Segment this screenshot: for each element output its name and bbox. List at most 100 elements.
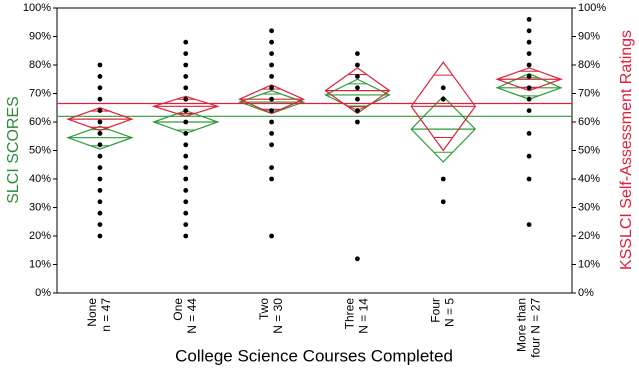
- y2-tick-label: 60%: [578, 116, 600, 128]
- data-point: [440, 176, 446, 182]
- data-point: [183, 222, 189, 228]
- y-tick-label: 100%: [23, 2, 51, 14]
- y2-tick-label: 90%: [578, 30, 600, 42]
- data-point: [269, 142, 274, 148]
- x-tick-label: N = 14: [357, 298, 371, 334]
- data-point: [183, 153, 189, 159]
- data-point: [526, 131, 532, 136]
- data-point: [355, 96, 360, 102]
- data-point: [97, 153, 103, 159]
- y2-tick-label: 100%: [578, 2, 606, 14]
- data-point: [183, 142, 189, 148]
- y-tick-label: 10%: [29, 258, 51, 270]
- data-point: [183, 176, 189, 182]
- data-point: [355, 62, 360, 68]
- data-point: [440, 85, 446, 91]
- data-point: [97, 233, 103, 239]
- data-point: [526, 222, 532, 228]
- data-point: [183, 96, 189, 102]
- y-tick-label: 50%: [29, 144, 51, 156]
- data-point: [269, 39, 274, 45]
- data-point: [440, 96, 446, 102]
- data-point: [526, 153, 532, 159]
- x-tick-label: Three: [343, 298, 357, 330]
- x-tick-label: Two: [257, 298, 271, 320]
- x-tick-label: More than: [514, 298, 528, 352]
- y2-tick-label: 50%: [578, 144, 600, 156]
- data-point: [97, 188, 103, 193]
- data-point: [269, 74, 274, 79]
- x-tick-label: N = 30: [271, 298, 285, 334]
- data-point: [355, 51, 360, 56]
- data-point: [269, 85, 274, 91]
- y2-axis-title: KSSLCI Self-Assessment Ratings: [618, 30, 635, 270]
- x-axis-title: College Science Courses Completed: [175, 346, 453, 365]
- y-tick-label: 30%: [29, 201, 51, 213]
- data-point: [355, 256, 360, 262]
- x-tick-label: N = 44: [185, 298, 199, 334]
- data-point: [97, 74, 103, 79]
- data-point: [269, 119, 274, 125]
- y2-tick-label: 20%: [578, 230, 600, 242]
- data-point: [526, 96, 532, 102]
- data-point: [526, 108, 532, 113]
- data-point: [269, 62, 274, 68]
- y-axis-title: SLCI SCORES: [5, 96, 22, 204]
- data-point: [183, 199, 189, 205]
- data-point: [526, 17, 532, 22]
- data-point: [355, 119, 360, 125]
- y-tick-label: 60%: [29, 116, 51, 128]
- data-point: [440, 199, 446, 205]
- x-tick-label: four N = 27: [528, 298, 542, 358]
- data-point: [97, 210, 103, 216]
- y-tick-label: 80%: [29, 59, 51, 71]
- data-point: [355, 108, 360, 113]
- data-point: [183, 85, 189, 91]
- data-point: [526, 28, 532, 34]
- data-point: [269, 165, 274, 171]
- data-point: [269, 96, 274, 102]
- data-point: [97, 222, 103, 228]
- x-tick-label: None: [85, 298, 99, 327]
- data-point: [183, 51, 189, 56]
- data-point: [97, 165, 103, 171]
- data-point: [526, 39, 532, 45]
- data-point: [97, 142, 103, 148]
- data-point: [526, 74, 532, 79]
- y-tick-label: 90%: [29, 30, 51, 42]
- y2-tick-label: 80%: [578, 59, 600, 71]
- data-point: [183, 188, 189, 193]
- data-point: [183, 108, 189, 113]
- data-point: [97, 176, 103, 182]
- data-point: [183, 131, 189, 136]
- data-point: [183, 233, 189, 239]
- data-point: [269, 176, 274, 182]
- y-tick-label: 20%: [29, 230, 51, 242]
- y2-tick-label: 30%: [578, 201, 600, 213]
- plot-frame: [56, 7, 573, 294]
- data-point: [97, 85, 103, 91]
- data-point: [183, 39, 189, 45]
- x-tick-label: n = 47: [99, 298, 113, 332]
- data-point: [526, 62, 532, 68]
- data-point: [355, 74, 360, 79]
- x-tick-label: Four: [428, 298, 442, 323]
- data-point: [183, 165, 189, 171]
- data-point: [269, 233, 274, 239]
- data-point: [97, 119, 103, 125]
- data-point: [269, 131, 274, 136]
- data-point: [526, 85, 532, 91]
- data-point: [183, 119, 189, 125]
- data-point: [355, 85, 360, 91]
- data-point: [97, 199, 103, 205]
- y2-tick-label: 10%: [578, 258, 600, 270]
- y2-tick-label: 70%: [578, 87, 600, 99]
- y2-tick-label: 40%: [578, 173, 600, 185]
- data-point: [183, 74, 189, 79]
- y-tick-label: 0%: [35, 287, 51, 299]
- x-tick-label: One: [171, 298, 185, 321]
- data-point: [269, 28, 274, 34]
- x-tick-label: N = 5: [442, 298, 456, 327]
- data-point: [526, 176, 532, 182]
- data-point: [97, 62, 103, 68]
